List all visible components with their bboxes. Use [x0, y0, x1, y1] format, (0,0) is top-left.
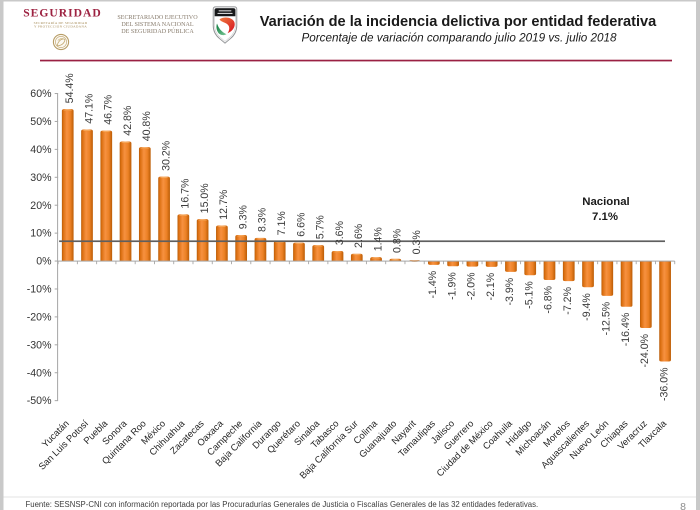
svg-text:-1.9%: -1.9% [446, 272, 458, 300]
svg-text:-5.1%: -5.1% [523, 281, 535, 309]
svg-text:40%: 40% [30, 144, 52, 156]
svg-text:-3.9%: -3.9% [504, 277, 516, 305]
svg-text:40.8%: 40.8% [141, 111, 153, 142]
svg-text:1.4%: 1.4% [372, 227, 384, 252]
svg-text:16.7%: 16.7% [180, 178, 192, 209]
svg-text:SEGURIDAD: SEGURIDAD [23, 6, 102, 19]
svg-text:30.2%: 30.2% [160, 140, 172, 171]
svg-text:20%: 20% [30, 200, 52, 212]
svg-text:5.7%: 5.7% [315, 215, 327, 240]
svg-text:Nacional: Nacional [582, 196, 629, 208]
svg-text:7.1%: 7.1% [276, 211, 288, 236]
svg-text:SECRETARIADO EJECUTIVO: SECRETARIADO EJECUTIVO [117, 15, 198, 21]
svg-text:Porcentaje de variación compar: Porcentaje de variación comparando julio… [301, 32, 617, 45]
svg-text:Fuente: SESNSP-CNI con informa: Fuente: SESNSP-CNI con información repor… [26, 500, 539, 509]
svg-text:0.8%: 0.8% [392, 228, 404, 253]
svg-text:8.3%: 8.3% [257, 207, 269, 232]
svg-text:-9.4%: -9.4% [581, 293, 593, 321]
svg-text:-16.4%: -16.4% [620, 312, 632, 346]
svg-text:-24.0%: -24.0% [639, 333, 651, 367]
svg-text:DEL SISTEMA NACIONAL: DEL SISTEMA NACIONAL [121, 22, 193, 28]
svg-text:-30%: -30% [27, 339, 52, 351]
svg-text:7.1%: 7.1% [592, 211, 618, 223]
svg-text:10%: 10% [30, 228, 52, 240]
svg-text:-6.8%: -6.8% [543, 285, 555, 313]
svg-text:15.0%: 15.0% [199, 183, 211, 214]
svg-text:0.3%: 0.3% [411, 230, 423, 255]
svg-text:3.6%: 3.6% [334, 220, 346, 245]
svg-text:-50%: -50% [27, 395, 52, 407]
svg-text:0%: 0% [36, 256, 52, 268]
svg-text:54.4%: 54.4% [64, 73, 76, 104]
svg-text:SECRETARÍA DE SEGURIDAD: SECRETARÍA DE SEGURIDAD [34, 20, 88, 25]
svg-text:30%: 30% [30, 172, 52, 184]
svg-text:Y PROTECCIÓN CIUDADANA: Y PROTECCIÓN CIUDADANA [34, 24, 87, 29]
svg-text:-2.0%: -2.0% [466, 272, 478, 300]
svg-text:2.6%: 2.6% [353, 223, 365, 248]
svg-text:-12.5%: -12.5% [601, 301, 613, 335]
svg-text:-1.4%: -1.4% [427, 270, 439, 298]
svg-text:42.8%: 42.8% [122, 105, 134, 136]
svg-text:-40%: -40% [27, 367, 52, 379]
svg-text:46.7%: 46.7% [103, 94, 115, 125]
svg-text:47.1%: 47.1% [83, 93, 95, 124]
svg-text:6.6%: 6.6% [295, 212, 307, 237]
svg-text:50%: 50% [30, 116, 52, 128]
svg-text:60%: 60% [30, 88, 52, 100]
svg-text:DE SEGURIDAD PÚBLICA: DE SEGURIDAD PÚBLICA [121, 27, 194, 35]
svg-text:-20%: -20% [27, 311, 52, 323]
svg-text:12.7%: 12.7% [218, 189, 230, 220]
svg-text:-7.2%: -7.2% [562, 286, 574, 314]
svg-text:8: 8 [680, 501, 686, 510]
svg-text:-10%: -10% [27, 284, 52, 296]
svg-text:9.3%: 9.3% [237, 205, 249, 230]
svg-text:-36.0%: -36.0% [658, 367, 670, 401]
svg-text:Variación de la incidencia del: Variación de la incidencia delictiva por… [260, 14, 657, 30]
svg-text:-2.1%: -2.1% [485, 272, 497, 300]
